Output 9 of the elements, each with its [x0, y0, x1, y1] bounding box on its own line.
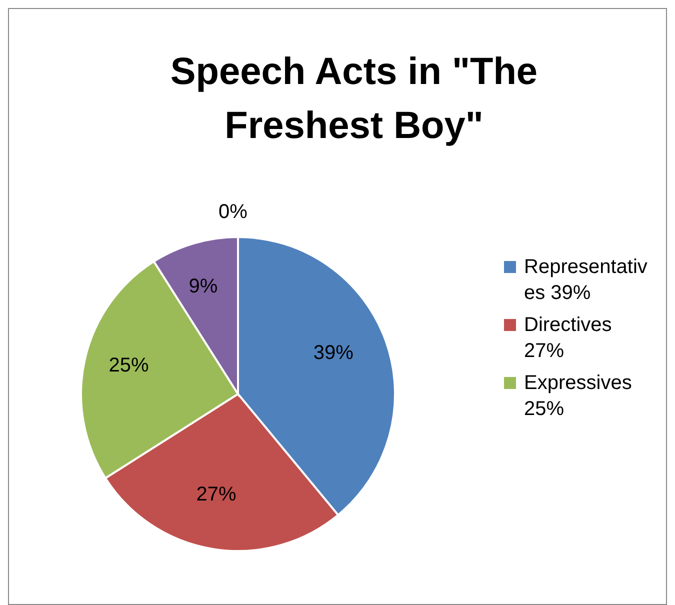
data-label: 27% — [196, 483, 237, 506]
legend-label: Directives 27% — [524, 313, 613, 364]
text: 0% — [218, 201, 248, 223]
data-label: 9% — [188, 275, 218, 298]
data-label: 25% — [108, 354, 150, 377]
legend-label: Representatives 39% — [524, 255, 648, 306]
chart-title: Speech Acts in "The Freshest Boy" — [169, 50, 539, 149]
legend-label: Expressives 25% — [524, 371, 633, 422]
data-label: 39% — [313, 342, 354, 364]
